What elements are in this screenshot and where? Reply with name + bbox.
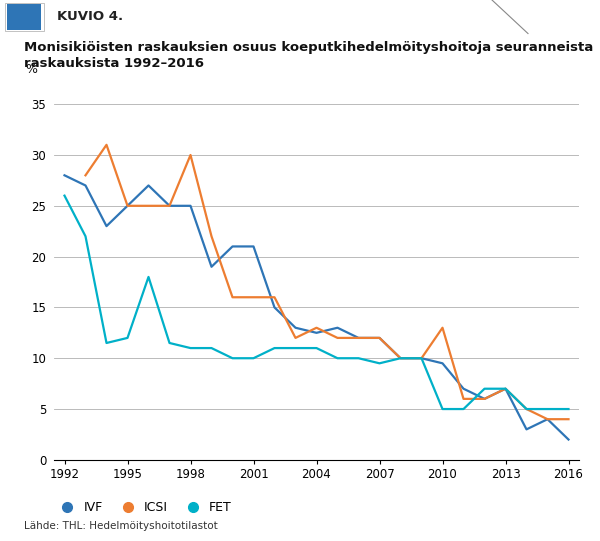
Text: %: % (25, 63, 37, 76)
Text: Monisikiöisten raskauksien osuus koeputkihedelmöityshoitoja seuranneista: Monisikiöisten raskauksien osuus koeputk… (24, 41, 593, 54)
Legend: IVF, ICSI, FET: IVF, ICSI, FET (50, 497, 237, 519)
Bar (7, 4, 41, 30)
Text: KUVIO 4.: KUVIO 4. (57, 10, 123, 23)
Bar (5, 3, 44, 31)
Text: raskauksista 1992–2016: raskauksista 1992–2016 (24, 57, 204, 70)
Text: Lähde: THL: Hedelmöityshoitotilastot: Lähde: THL: Hedelmöityshoitotilastot (24, 522, 218, 531)
